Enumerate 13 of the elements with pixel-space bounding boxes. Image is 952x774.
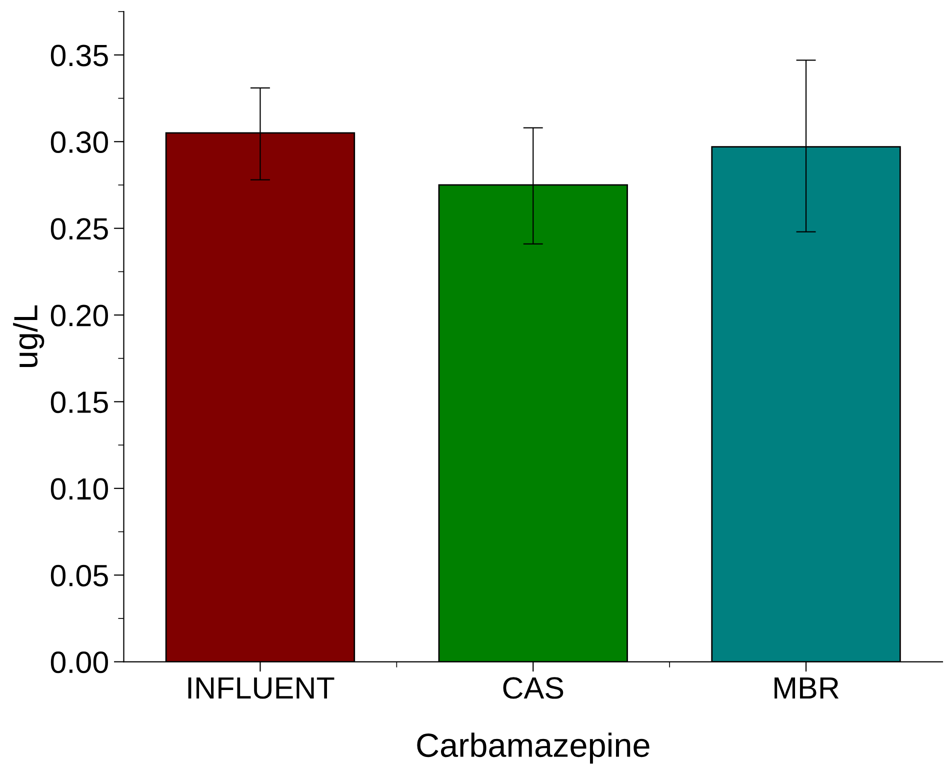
x-tick-label: INFLUENT <box>188 677 334 699</box>
y-tick-label: 0.15 <box>50 391 108 414</box>
y-tick-label: 0.05 <box>50 564 108 586</box>
y-tick-label: 0.20 <box>50 304 108 326</box>
y-tick-label: 0.00 <box>50 652 108 674</box>
y-tick-label: 0.10 <box>50 478 108 500</box>
y-tick-label: 0.25 <box>50 218 108 240</box>
y-tick-label: 0.35 <box>50 44 108 66</box>
y-axis-title: ug/L <box>13 305 44 367</box>
x-tick-label: CAS <box>503 677 564 699</box>
x-tick-label: MBR <box>774 677 839 698</box>
x-axis-title: Carbamazepine <box>417 732 650 764</box>
y-tick-label: 0.30 <box>50 131 108 154</box>
